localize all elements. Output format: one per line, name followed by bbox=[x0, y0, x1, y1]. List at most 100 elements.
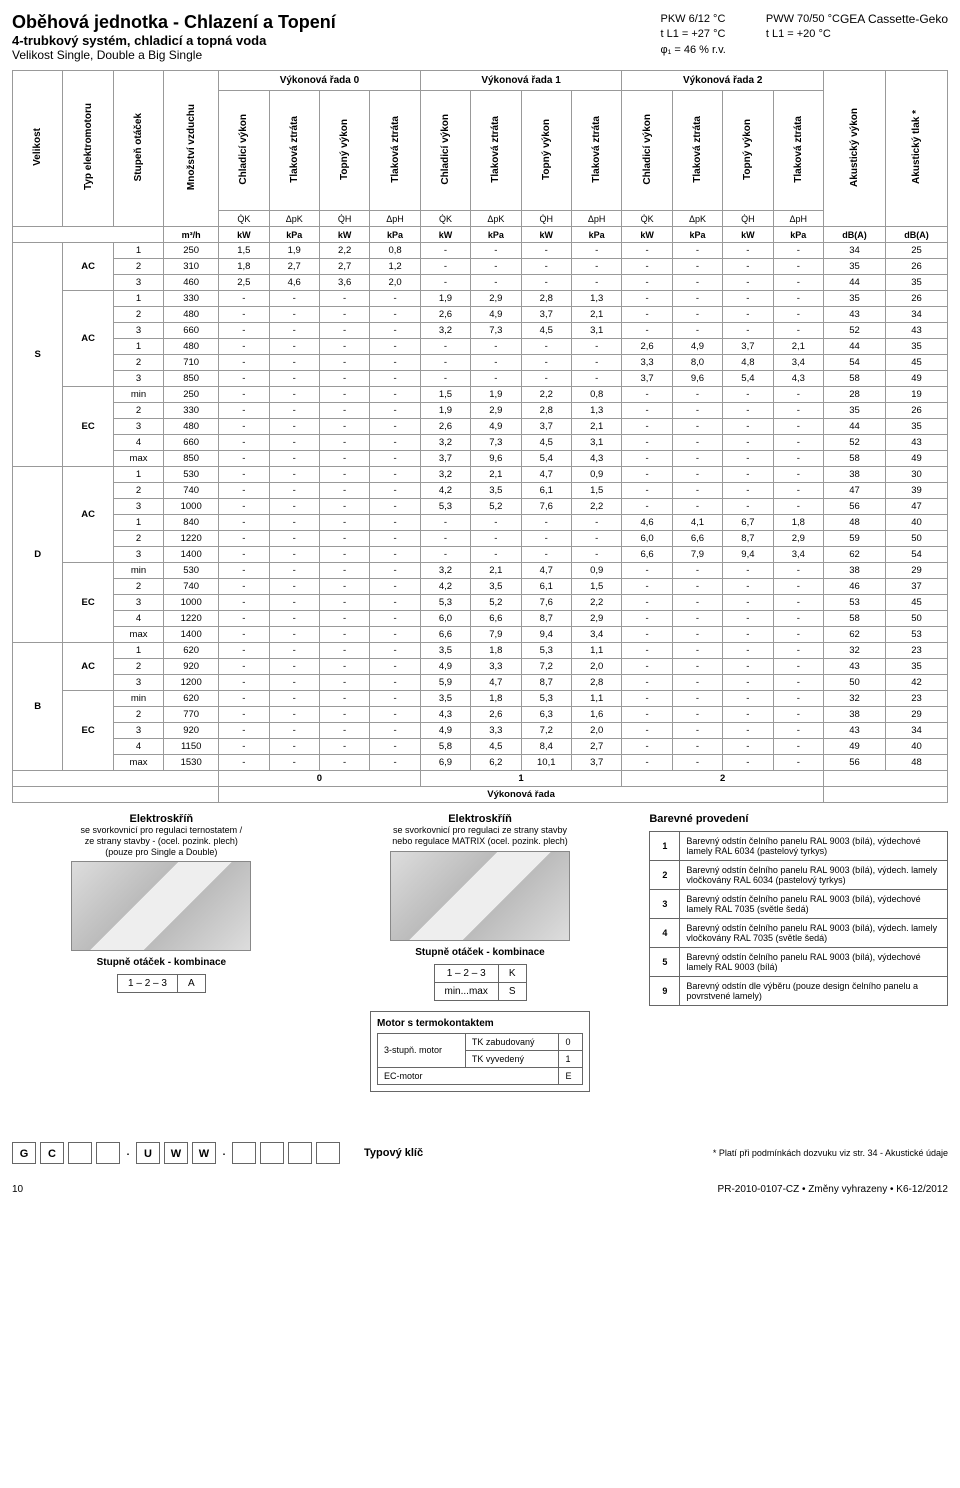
cell-value: 8,7 bbox=[723, 531, 773, 547]
cell-value: - bbox=[370, 739, 420, 755]
cell-value: 3,7 bbox=[420, 451, 470, 467]
cell-value: 4 bbox=[113, 739, 163, 755]
unit-kw-1b: kW bbox=[521, 227, 571, 243]
cell-value: - bbox=[773, 435, 823, 451]
cell-value: 49 bbox=[885, 371, 947, 387]
unit-kpa-2b: kPa bbox=[773, 227, 823, 243]
col-akust-v: Akustický výkon bbox=[824, 71, 886, 227]
cell-value: - bbox=[521, 243, 571, 259]
cell-value: - bbox=[219, 627, 269, 643]
cell-value: - bbox=[370, 435, 420, 451]
cell-value: - bbox=[471, 355, 521, 371]
cell-value: 47 bbox=[885, 499, 947, 515]
cell-value: - bbox=[319, 755, 369, 771]
cell-value: 53 bbox=[885, 627, 947, 643]
cell-motor: AC bbox=[63, 291, 113, 387]
cell-value: 3 bbox=[113, 499, 163, 515]
cell-value: 1,3 bbox=[571, 403, 621, 419]
cell-value: - bbox=[723, 323, 773, 339]
cell-value: - bbox=[672, 611, 722, 627]
cell-value: 50 bbox=[824, 675, 886, 691]
cell-value: min bbox=[113, 563, 163, 579]
cell-value: 9,6 bbox=[672, 371, 722, 387]
col-r2-tlak1: Tlaková ztráta bbox=[672, 91, 722, 211]
cell-value: 9,6 bbox=[471, 451, 521, 467]
cell-value: - bbox=[319, 307, 369, 323]
motor-tk-zab: TK zabudovaný bbox=[465, 1033, 559, 1050]
cell-value: - bbox=[622, 323, 672, 339]
cell-value: 26 bbox=[885, 403, 947, 419]
cell-value: 3,5 bbox=[420, 691, 470, 707]
cell-value: - bbox=[723, 755, 773, 771]
table-row: 34602,54,63,62,0--------4435 bbox=[13, 275, 948, 291]
cell-value: - bbox=[773, 275, 823, 291]
cell-value: - bbox=[773, 451, 823, 467]
cell-value: - bbox=[269, 707, 319, 723]
cell-value: 29 bbox=[885, 707, 947, 723]
cell-value: 6,1 bbox=[521, 579, 571, 595]
cell-value: 1,9 bbox=[269, 243, 319, 259]
cell-motor: EC bbox=[63, 387, 113, 467]
cell-value: - bbox=[622, 291, 672, 307]
cell-value: 50 bbox=[885, 611, 947, 627]
col-velikost: Velikost bbox=[13, 71, 63, 227]
cell-value: - bbox=[471, 515, 521, 531]
unit-m3h: m³/h bbox=[164, 227, 219, 243]
cell-value: - bbox=[219, 435, 269, 451]
cell-value: - bbox=[773, 323, 823, 339]
table-row: 2710--------3,38,04,83,45445 bbox=[13, 355, 948, 371]
cell-value: 4,8 bbox=[723, 355, 773, 371]
cell-value: 4,2 bbox=[420, 483, 470, 499]
cell-value: - bbox=[622, 659, 672, 675]
cell-value: 3,2 bbox=[420, 435, 470, 451]
cell-value: - bbox=[723, 259, 773, 275]
cell-value: 4,7 bbox=[521, 563, 571, 579]
cell-value: - bbox=[319, 499, 369, 515]
cell-value: - bbox=[370, 659, 420, 675]
cell-value: - bbox=[370, 547, 420, 563]
cell-value: 1,5 bbox=[571, 483, 621, 499]
table-row: 31000----5,35,27,62,2----5647 bbox=[13, 499, 948, 515]
group-r0: Výkonová řada 0 bbox=[219, 71, 421, 91]
cell-value: - bbox=[622, 467, 672, 483]
cell-value: 0,9 bbox=[571, 563, 621, 579]
cell-value: 3,7 bbox=[521, 419, 571, 435]
cell-value: 7,6 bbox=[521, 595, 571, 611]
cell-value: - bbox=[773, 307, 823, 323]
barva-num: 2 bbox=[650, 861, 680, 890]
cell-value: 52 bbox=[824, 323, 886, 339]
cell-value: - bbox=[773, 499, 823, 515]
cell-value: 48 bbox=[885, 755, 947, 771]
cell-value: 3,5 bbox=[471, 483, 521, 499]
cell-value: 740 bbox=[164, 579, 219, 595]
cell-value: 2,7 bbox=[571, 739, 621, 755]
cell-value: - bbox=[622, 739, 672, 755]
cell-value: 6,0 bbox=[420, 611, 470, 627]
cell-value: - bbox=[319, 387, 369, 403]
table-row: 2740----4,23,56,11,5----4637 bbox=[13, 579, 948, 595]
cell-value: - bbox=[319, 691, 369, 707]
cell-value: 2 bbox=[113, 707, 163, 723]
cell-value: 7,3 bbox=[471, 435, 521, 451]
cell-value: - bbox=[269, 467, 319, 483]
cell-size: S bbox=[13, 243, 63, 467]
cell-value: - bbox=[219, 643, 269, 659]
cell-size: D bbox=[13, 467, 63, 643]
cell-value: - bbox=[319, 467, 369, 483]
cell-value: 5,3 bbox=[521, 691, 571, 707]
cell-value: - bbox=[672, 755, 722, 771]
elektro-image-2 bbox=[390, 851, 570, 941]
sym-qk-1: Q̇K bbox=[420, 211, 470, 227]
cell-value: 2,9 bbox=[571, 611, 621, 627]
table-row: 31400--------6,67,99,43,46254 bbox=[13, 547, 948, 563]
page-header: Oběhová jednotka - Chlazení a Topení 4-t… bbox=[12, 12, 948, 62]
cell-value: 3,5 bbox=[471, 579, 521, 595]
cell-value: 4,1 bbox=[672, 515, 722, 531]
col-mnozstvi: Množství vzduchu bbox=[164, 71, 219, 227]
stupne-K: K bbox=[498, 964, 526, 982]
cell-value: 1 bbox=[113, 515, 163, 531]
cell-value: 44 bbox=[824, 339, 886, 355]
pww-line2: t L1 = +20 °C bbox=[766, 27, 840, 42]
unit-dba-2: dB(A) bbox=[885, 227, 947, 243]
key-b8 bbox=[260, 1142, 284, 1164]
